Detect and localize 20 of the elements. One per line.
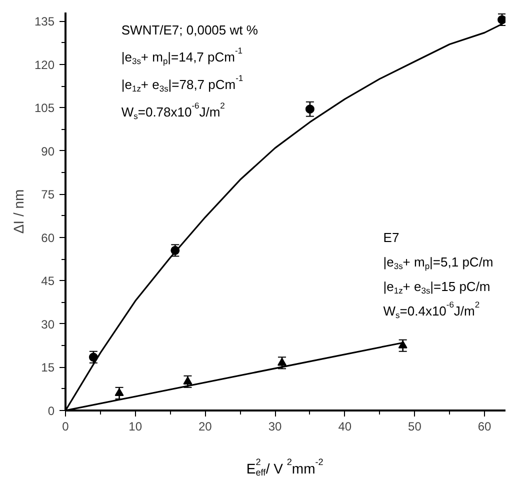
x-tick-label: 30	[268, 420, 282, 434]
y-tick-label: 60	[41, 230, 55, 245]
x-tick-label: 0	[62, 420, 70, 434]
y-tick-label: 105	[34, 101, 55, 116]
y-tick-label: 120	[34, 58, 55, 72]
x-tick-label: 60	[478, 420, 492, 434]
y-tick-label: 0	[48, 404, 55, 418]
y-tick-label: 135	[34, 14, 55, 29]
y-tick-label: 15	[41, 360, 55, 375]
y-tick-label: 45	[41, 274, 55, 288]
x-tick-label: 20	[198, 420, 212, 434]
annotation: E7	[383, 230, 400, 245]
x-tick-label: 40	[338, 420, 352, 434]
y-axis-title: ΔI / nm	[10, 189, 26, 234]
y-tick-label: 30	[41, 317, 55, 332]
y-tick-label: 90	[41, 144, 55, 158]
x-tick-label: 50	[408, 420, 422, 434]
y-tick-label: 75	[41, 188, 55, 202]
annotation: SWNT/E7; 0,0005 wt %	[121, 22, 258, 38]
x-tick-label: 10	[128, 420, 142, 434]
